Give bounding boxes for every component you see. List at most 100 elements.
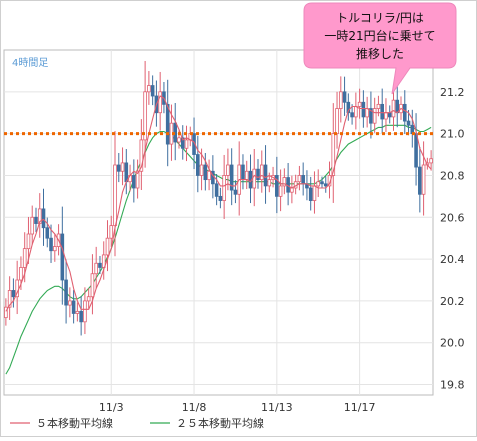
candle-body bbox=[53, 246, 57, 252]
candle bbox=[68, 287, 72, 318]
x-tick-label: 11/17 bbox=[344, 401, 376, 414]
candle-body bbox=[365, 108, 369, 118]
candle-body bbox=[71, 300, 76, 314]
candle-body bbox=[350, 112, 354, 118]
candle bbox=[150, 75, 155, 106]
candle-body bbox=[83, 300, 87, 323]
candle-body bbox=[354, 106, 358, 118]
y-tick-label: 20.6 bbox=[440, 211, 465, 224]
candle bbox=[71, 289, 76, 324]
candle-body bbox=[241, 164, 245, 181]
candle-body bbox=[11, 290, 16, 298]
candle bbox=[282, 168, 287, 195]
candle bbox=[263, 145, 268, 204]
candle-body bbox=[316, 181, 321, 187]
candle-body bbox=[199, 164, 204, 176]
candle bbox=[26, 216, 31, 264]
candle-body bbox=[34, 216, 38, 224]
candle-body bbox=[79, 310, 83, 323]
candle-body bbox=[180, 137, 185, 149]
candle-body bbox=[109, 225, 114, 239]
candle bbox=[139, 119, 144, 190]
annotation-line-2: 一時21円台に乗せて bbox=[324, 28, 435, 43]
candle-body bbox=[203, 164, 208, 181]
candle bbox=[233, 180, 238, 204]
candle bbox=[402, 90, 407, 134]
candle bbox=[278, 169, 283, 212]
legend: ５本移動平均線 ２５本移動平均線 bbox=[10, 416, 264, 430]
candle bbox=[49, 224, 53, 263]
candle bbox=[418, 146, 422, 213]
candle bbox=[120, 147, 125, 186]
candle bbox=[196, 135, 200, 193]
candle-body bbox=[414, 133, 418, 168]
x-tick-label: 11/13 bbox=[261, 401, 293, 414]
ma5-layer bbox=[5, 95, 432, 312]
candle bbox=[109, 215, 114, 248]
candle bbox=[132, 159, 136, 203]
timeframe-label: 4時間足 bbox=[12, 57, 48, 69]
candle-body bbox=[139, 139, 144, 172]
candle bbox=[275, 156, 279, 214]
y-tick-label: 20.8 bbox=[440, 169, 465, 182]
candle bbox=[135, 159, 140, 199]
candle-body bbox=[4, 306, 8, 319]
legend-ma5-label: ５本移動平均線 bbox=[36, 416, 113, 430]
candle-body bbox=[26, 233, 31, 250]
y-tick-label: 19.8 bbox=[440, 379, 465, 392]
candle-body bbox=[124, 162, 129, 183]
candle bbox=[30, 205, 35, 245]
candle-body bbox=[278, 185, 283, 197]
candle bbox=[369, 91, 373, 139]
candle-body bbox=[267, 179, 272, 187]
x-tick-label: 11/8 bbox=[182, 401, 207, 414]
candle-body bbox=[177, 137, 181, 143]
candle-body bbox=[218, 195, 223, 201]
candle bbox=[184, 125, 189, 162]
y-tick-label: 20.0 bbox=[440, 337, 465, 350]
candle bbox=[165, 79, 170, 167]
candle bbox=[53, 234, 57, 262]
candle-body bbox=[147, 85, 151, 93]
candle bbox=[94, 246, 98, 289]
candle-body bbox=[98, 262, 102, 268]
candle bbox=[147, 71, 151, 105]
candle-body bbox=[418, 166, 422, 195]
y-tick-labels: 19.8 20.0 20.2 20.4 20.6 20.8 21.0 21.2 bbox=[440, 86, 465, 392]
candle-body bbox=[259, 164, 264, 181]
candle-body bbox=[429, 158, 433, 164]
candle-body bbox=[421, 164, 426, 195]
candle-body bbox=[68, 300, 72, 306]
candle bbox=[86, 288, 91, 309]
annotation-callout: トルコリラ/円は 一時21円台に乗せて 推移した bbox=[303, 2, 457, 95]
candle-body bbox=[158, 91, 162, 114]
candle bbox=[380, 88, 384, 134]
candle bbox=[429, 150, 433, 171]
candle-body bbox=[214, 183, 219, 197]
candle-body bbox=[290, 187, 294, 193]
candle-body bbox=[222, 175, 226, 201]
candle-body bbox=[150, 85, 155, 97]
candle bbox=[335, 91, 339, 149]
candle bbox=[339, 76, 343, 123]
candle bbox=[34, 207, 38, 233]
candle bbox=[357, 88, 362, 119]
candle-body bbox=[297, 175, 302, 183]
candle-body bbox=[233, 189, 238, 195]
candle bbox=[45, 217, 50, 248]
candle bbox=[75, 302, 80, 322]
candle-body bbox=[323, 183, 328, 187]
candle-body bbox=[7, 290, 12, 308]
candle bbox=[79, 296, 83, 336]
candle-body bbox=[252, 168, 257, 189]
candle-body bbox=[41, 208, 46, 229]
y-tick-label: 20.2 bbox=[440, 295, 465, 308]
candle bbox=[346, 93, 351, 121]
candle bbox=[98, 255, 102, 275]
candle bbox=[350, 104, 354, 125]
candle-body bbox=[49, 237, 53, 252]
candle bbox=[372, 97, 377, 133]
candle bbox=[7, 276, 12, 320]
candle-body bbox=[244, 170, 249, 181]
